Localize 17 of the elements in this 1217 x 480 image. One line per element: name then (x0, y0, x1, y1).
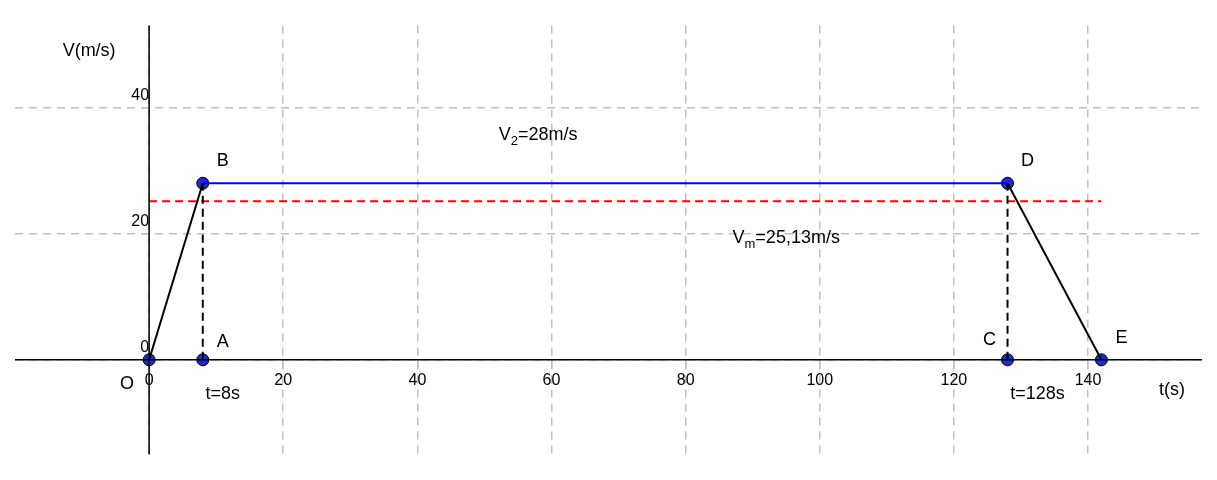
annotation: B (216, 150, 229, 171)
annotation: D (1021, 150, 1035, 171)
annotation: O (120, 372, 135, 393)
x-tick-label: 140 (1074, 370, 1102, 388)
x-tick-label: 40 (408, 370, 427, 388)
y-axis-title: V(m/s) (62, 39, 116, 60)
annotation: E (1115, 326, 1128, 347)
x-tick-label: 80 (676, 370, 695, 388)
annotation: t=128s (1010, 382, 1065, 403)
annotation: C (983, 328, 997, 349)
x-tick-label: 60 (542, 370, 561, 388)
x-tick-label: 100 (806, 370, 834, 388)
x-tick-label: 20 (274, 370, 293, 388)
annotation: A (216, 330, 229, 351)
x-tick-label: 120 (940, 370, 968, 388)
x-axis-title: t(s) (1159, 378, 1186, 399)
annotation: t=8s (205, 382, 241, 403)
